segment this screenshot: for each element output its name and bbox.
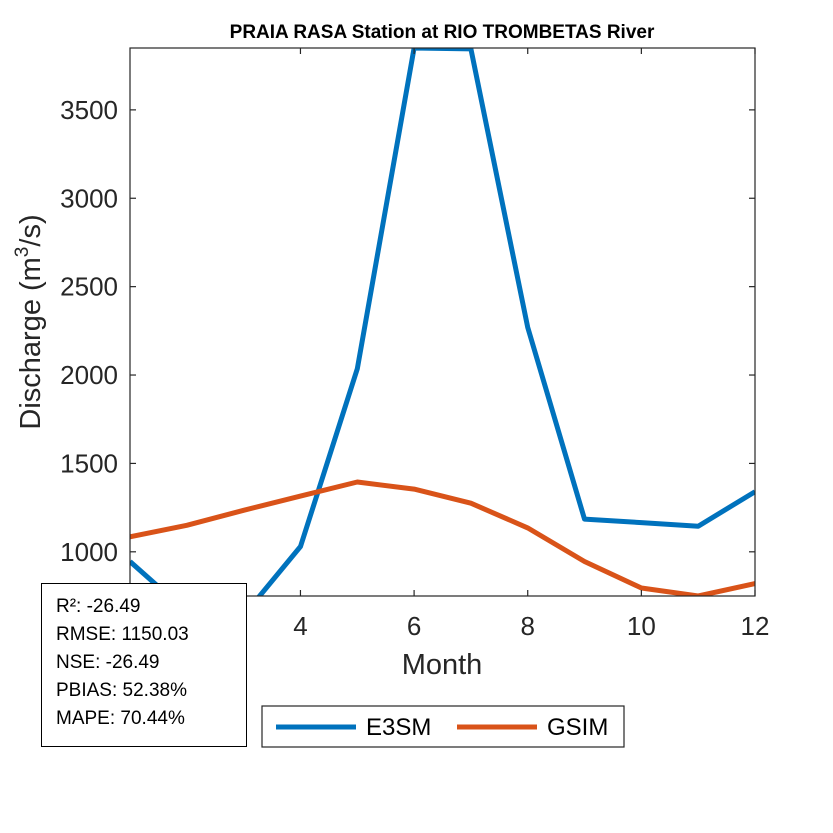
stat-nse: NSE: -26.49 [56, 652, 160, 673]
series-line-e3sm [130, 48, 755, 596]
chart-title: PRAIA RASA Station at RIO TROMBETAS Rive… [230, 22, 655, 43]
series-layer [130, 48, 755, 596]
stat-rmse: RMSE: 1150.03 [56, 624, 189, 645]
series-line-gsim [130, 479, 755, 596]
x-tick-label: 6 [407, 611, 421, 641]
y-axis-label-tail: /s) [15, 214, 47, 246]
x-tick-label: 4 [293, 611, 307, 641]
x-tick-label: 8 [520, 611, 534, 641]
x-tick-label: 12 [741, 611, 770, 641]
ticks-layer: 4 6 8 10 12 1000 1500 2000 2500 3000 3500 [60, 48, 769, 641]
legend-label-gsim: GSIM [547, 714, 608, 741]
stat-mape: MAPE: 70.44% [56, 708, 185, 729]
y-tick-label: 2500 [60, 272, 118, 302]
y-axis-label-base: Discharge (m [15, 257, 47, 429]
y-tick-label: 2000 [60, 360, 118, 390]
plot-frame [129, 47, 756, 597]
y-axis-label-superscript: 3 [12, 247, 33, 258]
legend-label-e3sm: E3SM [366, 714, 431, 741]
y-tick-label: 3000 [60, 183, 118, 213]
x-tick-label: 10 [627, 611, 656, 641]
legend: E3SM GSIM [261, 705, 625, 748]
stat-r2: R²: -26.49 [56, 596, 141, 617]
y-tick-label: 3500 [60, 95, 118, 125]
stat-pbias: PBIAS: 52.38% [56, 680, 187, 701]
x-axis-label: Month [402, 649, 483, 681]
y-axis-label: Discharge (m3/s) [12, 214, 47, 429]
stats-box: R²: -26.49 RMSE: 1150.03 NSE: -26.49 PBI… [41, 583, 247, 747]
y-tick-label: 1500 [60, 448, 118, 478]
y-tick-label: 1000 [60, 537, 118, 567]
